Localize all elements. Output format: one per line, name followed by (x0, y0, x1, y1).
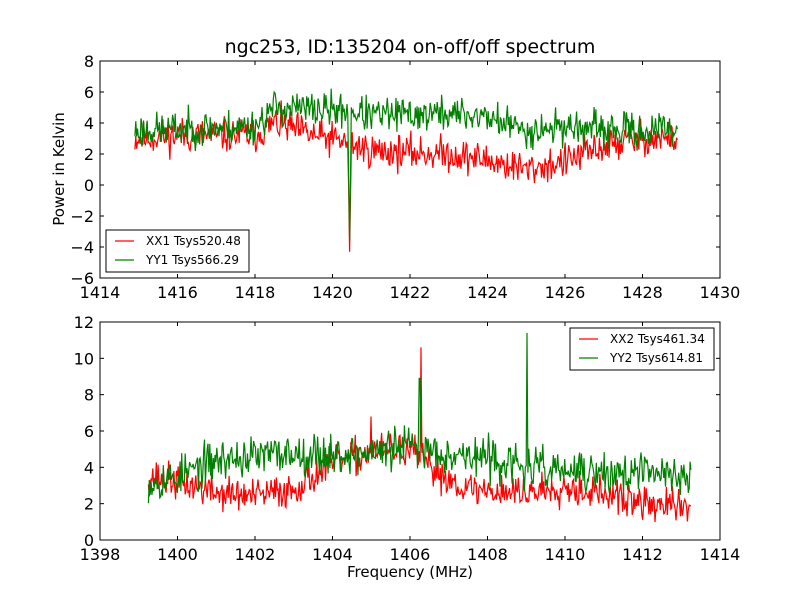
x-axis-label: Frequency (MHz) (347, 563, 473, 581)
legend-entry: XX2 Tsys461.34 (610, 332, 705, 346)
y-tick-label: 0 (84, 176, 94, 195)
y-tick-label: 2 (84, 145, 94, 164)
x-tick-label: 1426 (545, 283, 586, 302)
top-axes: 1414 1416 1418 1420 1422 1424 1426 1428 1430 −6 −4… (70, 52, 740, 302)
x-tick-label: 1400 (157, 545, 198, 564)
legend-entry: XX1 Tsys520.48 (146, 234, 241, 248)
x-tick-label: 1402 (235, 545, 276, 564)
y-tick-label: 0 (84, 531, 94, 550)
series-line-xx2 (147, 347, 692, 523)
y-tick-label: 12 (74, 313, 94, 332)
series-line-yy2 (147, 332, 692, 504)
x-tick-label: 1414 (700, 545, 741, 564)
x-tick-label: 1398 (80, 545, 121, 564)
x-tick-label: 1420 (312, 283, 353, 302)
x-tick-label: 1404 (312, 545, 353, 564)
legend-box (105, 229, 250, 273)
legend: XX1 Tsys520.48 YY1 Tsys566.29 (105, 229, 250, 273)
y-axis-label: Power in Kelvin (50, 112, 68, 226)
y-tick-label: 10 (74, 349, 94, 368)
x-tick-label: 1428 (622, 283, 663, 302)
y-tick-label: −6 (70, 269, 94, 288)
legend: XX2 Tsys461.34 YY2 Tsys614.81 (569, 327, 715, 371)
legend-entry: YY1 Tsys566.29 (145, 253, 239, 267)
x-tick-label: 1412 (622, 545, 663, 564)
x-tick-label: 1416 (157, 283, 198, 302)
x-tick-label: 1422 (390, 283, 431, 302)
x-tick-label: 1406 (390, 545, 431, 564)
x-tick-label: 1408 (467, 545, 508, 564)
y-tick-label: 2 (84, 495, 94, 514)
x-tick-label: 1430 (700, 283, 741, 302)
y-tick-label: 4 (84, 458, 94, 477)
chart-title: ngc253, ID:135204 on-off/off spectrum (225, 36, 596, 58)
x-tick-label: 1414 (80, 283, 121, 302)
legend-box (569, 327, 715, 371)
y-tick-label: 6 (84, 422, 94, 441)
y-tick-label: 8 (84, 386, 94, 405)
y-tick-label: 8 (84, 52, 94, 71)
series-line-yy1 (134, 88, 678, 241)
x-tick-label: 1418 (235, 283, 276, 302)
x-tick-label: 1424 (467, 283, 508, 302)
legend-entry: YY2 Tsys614.81 (609, 351, 703, 365)
bottom-axes: 1398 1400 1402 1404 1406 1408 1410 1412 1414 0 2 4 6… (74, 313, 741, 564)
y-tick-label: −2 (70, 207, 94, 226)
series-line-xx1 (134, 100, 678, 252)
x-tick-label: 1410 (545, 545, 586, 564)
y-tick-label: −4 (70, 238, 94, 257)
y-tick-label: 4 (84, 114, 94, 133)
y-tick-label: 6 (84, 83, 94, 102)
